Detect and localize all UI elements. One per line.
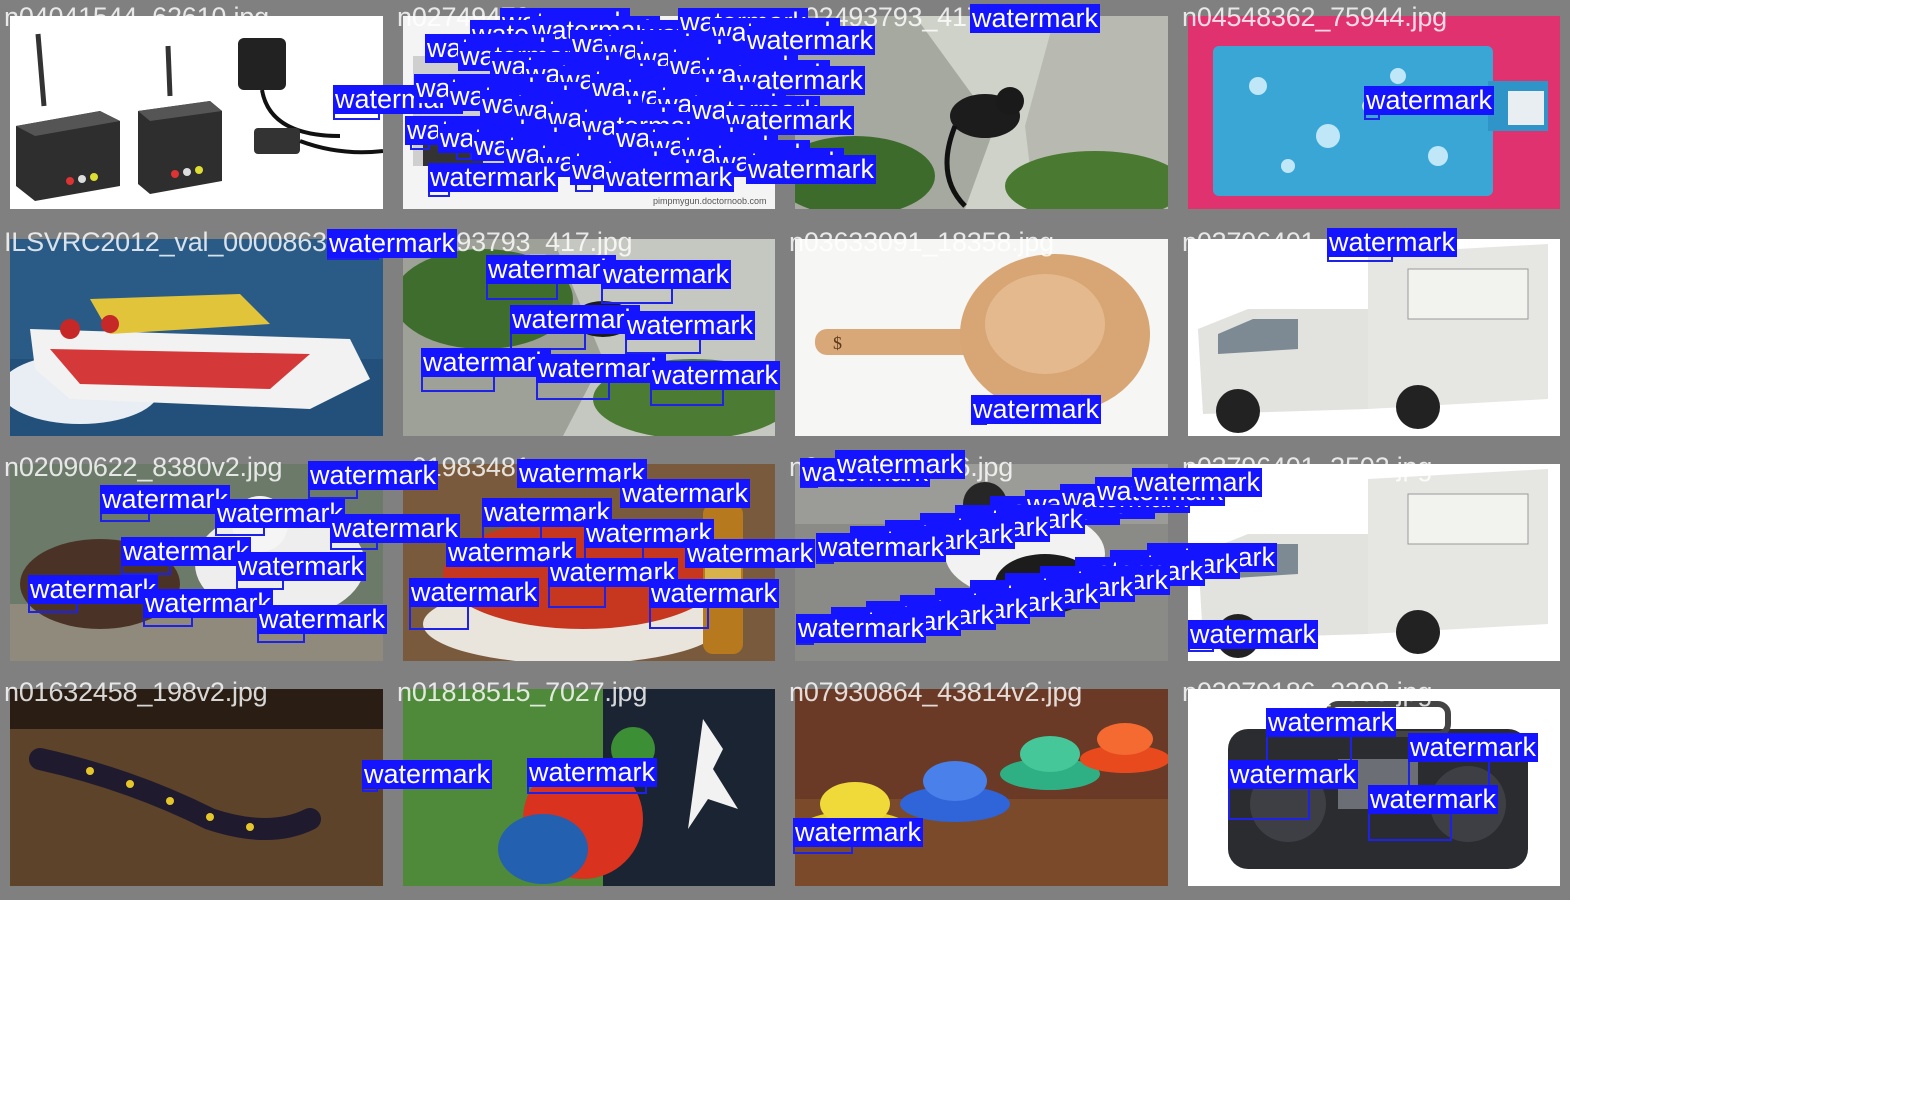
- detection-label: watermark: [330, 513, 461, 543]
- detection-label: watermark: [649, 578, 780, 608]
- detection-label: watermark: [1188, 619, 1319, 649]
- tile-5-filename: ILSVRC2012_val_00008630: [4, 227, 342, 257]
- detection-label: watermark: [796, 613, 927, 643]
- detection-box: [1228, 784, 1310, 820]
- tile-8-photo: [1188, 239, 1560, 436]
- tile-7-filename: n03633091_18358.jpg: [789, 227, 1054, 257]
- tile-16-filename: n02979186_2398.jpg: [1182, 677, 1433, 707]
- detection-label: watermark: [428, 162, 559, 192]
- detection-label: watermark: [604, 162, 735, 192]
- tile-1: n04041544_62610.jpg: [0, 0, 393, 225]
- tile-15-filename: n07930864_43814v2.jpg: [789, 677, 1083, 707]
- detection-label: watermark: [584, 518, 715, 548]
- wooden-ladle-image: $: [795, 239, 1168, 436]
- detection-label: watermark: [1408, 732, 1539, 762]
- detection-label: watermark: [745, 25, 876, 55]
- detection-label: watermark: [257, 604, 388, 634]
- detection-label: watermark: [971, 394, 1102, 424]
- tile-7-photo: $: [795, 239, 1168, 436]
- detection-label: watermark: [308, 460, 439, 490]
- detection-label: watermark: [215, 498, 346, 528]
- detection-label: watermark: [28, 574, 159, 604]
- tile-8-filename: n03796401_: [1182, 227, 1331, 257]
- moving-truck-image: [1188, 239, 1560, 436]
- tile-7: $ n03633091_18358.jpg: [785, 225, 1178, 450]
- detection-label: watermark: [793, 817, 924, 847]
- detection-label: watermark: [970, 3, 1101, 33]
- detection-label: watermark: [816, 532, 947, 562]
- detection-label: watermark: [1364, 85, 1495, 115]
- tile-14-filename: n01818515_7027.jpg: [397, 677, 648, 707]
- detection-label: watermark: [421, 347, 552, 377]
- detection-label: watermark: [236, 551, 367, 581]
- tile-13-filename: n01632458_198v2.jpg: [4, 677, 268, 707]
- detection-label: watermark: [510, 304, 641, 334]
- tile-14: n01818515_7027.jpg: [393, 675, 785, 900]
- detection-label: watermark: [121, 536, 252, 566]
- detection-label: watermark: [536, 353, 667, 383]
- detection-label: watermark: [835, 449, 966, 479]
- detection-label: watermark: [1132, 467, 1263, 497]
- bottom-margin: [0, 900, 1920, 1100]
- detection-label: watermark: [517, 458, 648, 488]
- tile-8: n03796401_: [1178, 225, 1570, 450]
- video-sender-image: [10, 16, 383, 209]
- detection-label: watermark: [486, 254, 617, 284]
- tile-1-filename: n04041544_62610.jpg: [4, 2, 269, 32]
- detection-label: watermark: [620, 478, 751, 508]
- detection-label: watermark: [1327, 227, 1458, 257]
- detection-label: watermark: [1266, 707, 1397, 737]
- tile-1-photo: [10, 16, 383, 209]
- tile-14-photo: [403, 689, 775, 886]
- detection-label: watermark: [327, 228, 458, 258]
- teacups-image: [795, 689, 1168, 886]
- detection-label: watermark: [362, 759, 493, 789]
- tile-4-filename: n04548362_75944.jpg: [1182, 2, 1447, 32]
- detection-label: watermark: [746, 154, 877, 184]
- parrot-image: [403, 689, 775, 886]
- detection-label: watermark: [527, 757, 658, 787]
- svg-text:pimpmygun.doctornoob.com: pimpmygun.doctornoob.com: [653, 196, 767, 206]
- detection-label: watermark: [1228, 759, 1359, 789]
- salamander-image: [10, 689, 383, 886]
- detection-label: watermark: [409, 577, 540, 607]
- detection-label: watermark: [1368, 784, 1499, 814]
- tile-13: n01632458_198v2.jpg: [0, 675, 393, 900]
- tile-5-photo: [10, 239, 383, 436]
- speedboat-image: [10, 239, 383, 436]
- tile-9-filename: n02090622_8380v2.jpg: [4, 452, 283, 482]
- detection-label: watermark: [650, 360, 781, 390]
- detection-label: watermark: [143, 588, 274, 618]
- tile-13-photo: [10, 689, 383, 886]
- detection-label: watermark: [625, 310, 756, 340]
- detection-label: watermark: [100, 484, 231, 514]
- tile-5: ILSVRC2012_val_00008630: [0, 225, 393, 450]
- tile-15: n07930864_43814v2.jpg: [785, 675, 1178, 900]
- tile-15-photo: [795, 689, 1168, 886]
- tile-4: n04548362_75944.jpg: [1178, 0, 1570, 225]
- detection-label: watermark: [685, 538, 816, 568]
- svg-text:$: $: [833, 333, 842, 353]
- detection-label: watermark: [724, 105, 855, 135]
- detection-label: watermark: [601, 259, 732, 289]
